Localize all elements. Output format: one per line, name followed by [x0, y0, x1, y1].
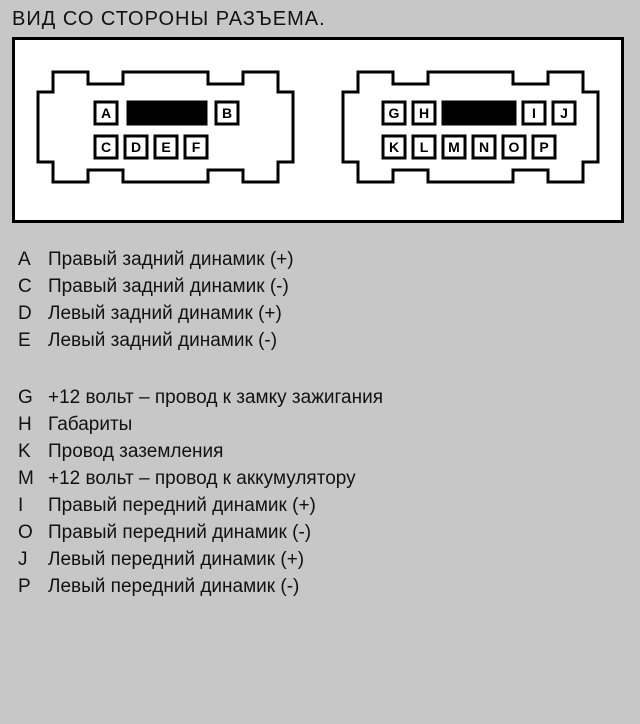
legend-letter: D: [18, 301, 48, 328]
pin-g: G: [389, 105, 400, 121]
pin-a: A: [101, 105, 111, 121]
legend-desc: Габариты: [48, 412, 132, 439]
legend-row: DЛевый задний динамик (+): [18, 301, 628, 328]
legend-letter: J: [18, 547, 48, 574]
legend-desc: Правый передний динамик (-): [48, 520, 311, 547]
legend: AПравый задний динамик (+)CПравый задний…: [12, 247, 628, 601]
pin-c: C: [101, 139, 111, 155]
pin-o: O: [509, 139, 520, 155]
legend-letter: K: [18, 439, 48, 466]
legend-letter: O: [18, 520, 48, 547]
legend-row: CПравый задний динамик (-): [18, 274, 628, 301]
pin-j: J: [560, 105, 568, 121]
legend-letter: A: [18, 247, 48, 274]
legend-desc: Левый передний динамик (+): [48, 547, 304, 574]
pin-e: E: [161, 139, 170, 155]
legend-desc: Левый передний динамик (-): [48, 574, 299, 601]
legend-row: AПравый задний динамик (+): [18, 247, 628, 274]
legend-desc: Левый задний динамик (+): [48, 301, 282, 328]
legend-letter: C: [18, 274, 48, 301]
legend-row: M+12 вольт – провод к аккумулятору: [18, 466, 628, 493]
pin-n: N: [479, 139, 489, 155]
connector-left: A B C D E F: [33, 62, 298, 192]
connector-right: G H I J K L M N O P: [338, 62, 603, 192]
pin-d: D: [131, 139, 141, 155]
diagram-area: A B C D E F: [15, 40, 621, 220]
pin-f: F: [192, 139, 201, 155]
legend-row: OПравый передний динамик (-): [18, 520, 628, 547]
legend-letter: M: [18, 466, 48, 493]
legend-group-2: G+12 вольт – провод к замку зажиганияHГа…: [18, 385, 628, 601]
legend-desc: Левый задний динамик (-): [48, 328, 277, 355]
page-title: ВИД СО СТОРОНЫ РАЗЪЕМА.: [12, 8, 628, 31]
legend-desc: Провод заземления: [48, 439, 223, 466]
legend-row: IПравый передний динамик (+): [18, 493, 628, 520]
diagram-frame: A B C D E F: [12, 37, 624, 223]
legend-letter: H: [18, 412, 48, 439]
legend-group-1: AПравый задний динамик (+)CПравый задний…: [18, 247, 628, 355]
pin-k: K: [389, 139, 399, 155]
legend-desc: Правый передний динамик (+): [48, 493, 316, 520]
pin-p: P: [539, 139, 548, 155]
pin-i: I: [532, 105, 536, 121]
legend-desc: +12 вольт – провод к замку зажигания: [48, 385, 383, 412]
legend-row: PЛевый передний динамик (-): [18, 574, 628, 601]
pin-h: H: [419, 105, 429, 121]
legend-desc: Правый задний динамик (+): [48, 247, 294, 274]
pin-l: L: [420, 139, 429, 155]
legend-row: KПровод заземления: [18, 439, 628, 466]
legend-letter: P: [18, 574, 48, 601]
legend-row: EЛевый задний динамик (-): [18, 328, 628, 355]
legend-desc: +12 вольт – провод к аккумулятору: [48, 466, 356, 493]
legend-letter: I: [18, 493, 48, 520]
pin-b: B: [222, 105, 232, 121]
legend-row: JЛевый передний динамик (+): [18, 547, 628, 574]
legend-row: G+12 вольт – провод к замку зажигания: [18, 385, 628, 412]
legend-desc: Правый задний динамик (-): [48, 274, 289, 301]
legend-letter: E: [18, 328, 48, 355]
legend-letter: G: [18, 385, 48, 412]
legend-row: HГабариты: [18, 412, 628, 439]
pin-m: M: [448, 139, 460, 155]
